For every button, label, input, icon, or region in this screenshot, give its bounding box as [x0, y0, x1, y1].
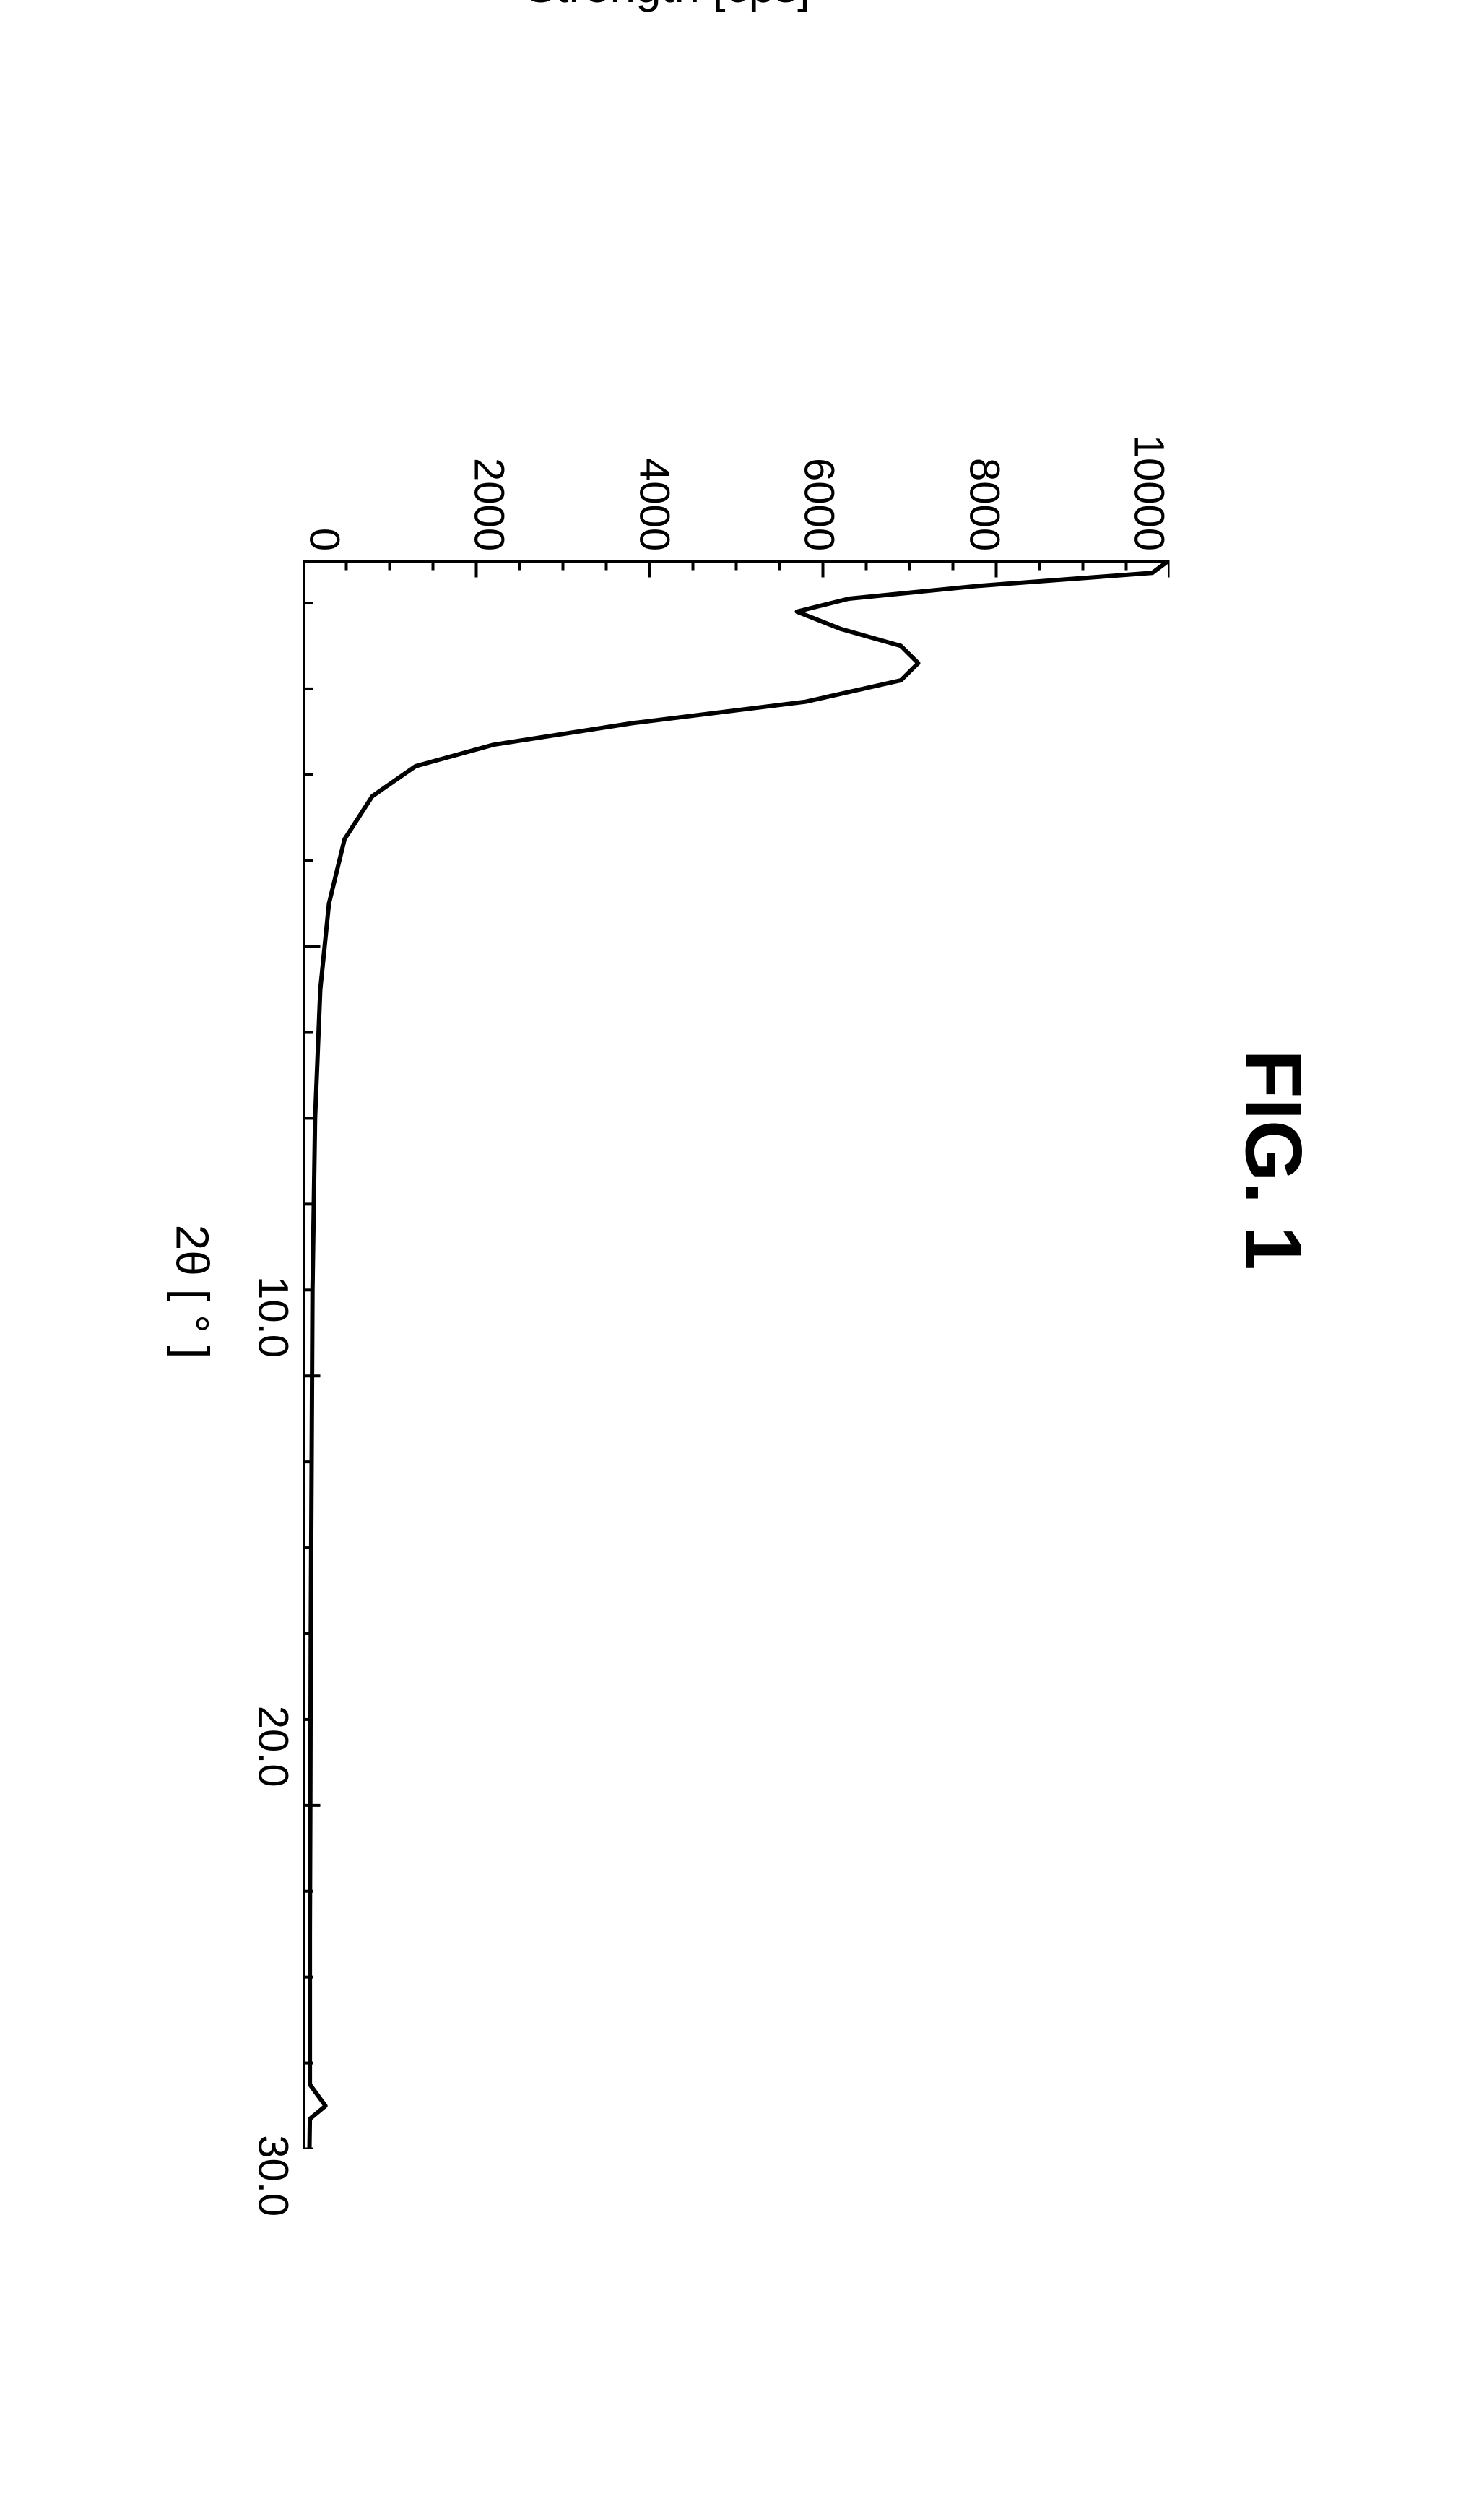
y-axis-label: Strength [cps] [525, 0, 810, 13]
x-tick: 10.0 [248, 1276, 297, 1358]
y-tick: 0 [303, 434, 344, 550]
chart-column: 10000 8000 6000 4000 2000 0 10.0 20.0 30.0 2θ [… [165, 64, 1169, 2519]
y-tick-labels: 10000 8000 6000 4000 2000 0 [303, 434, 1169, 559]
x-axis-label: 2θ [ ° ] [165, 1224, 219, 1358]
xrd-line-plot [303, 560, 1169, 2149]
x-tick-labels: 10.0 20.0 30.0 [232, 930, 297, 2519]
y-tick: 8000 [963, 434, 1004, 550]
y-tick: 10000 [1127, 434, 1169, 550]
y-tick: 4000 [633, 434, 674, 550]
x-tick: 30.0 [248, 2135, 297, 2216]
plot-row: 10000 8000 6000 4000 2000 0 [303, 434, 1169, 2148]
chart-container: Strength [cps] 10000 8000 6000 4000 2000 0 10… [165, 0, 1169, 2519]
x-tick: 20.0 [248, 1705, 297, 1787]
y-tick: 6000 [797, 434, 839, 550]
figure-title: FIG. 1 [1227, 1049, 1319, 1270]
page-rotated-container: FIG. 1 Strength [cps] 10000 8000 6000 4000 2… [0, 0, 1484, 2319]
y-tick: 2000 [467, 434, 509, 550]
